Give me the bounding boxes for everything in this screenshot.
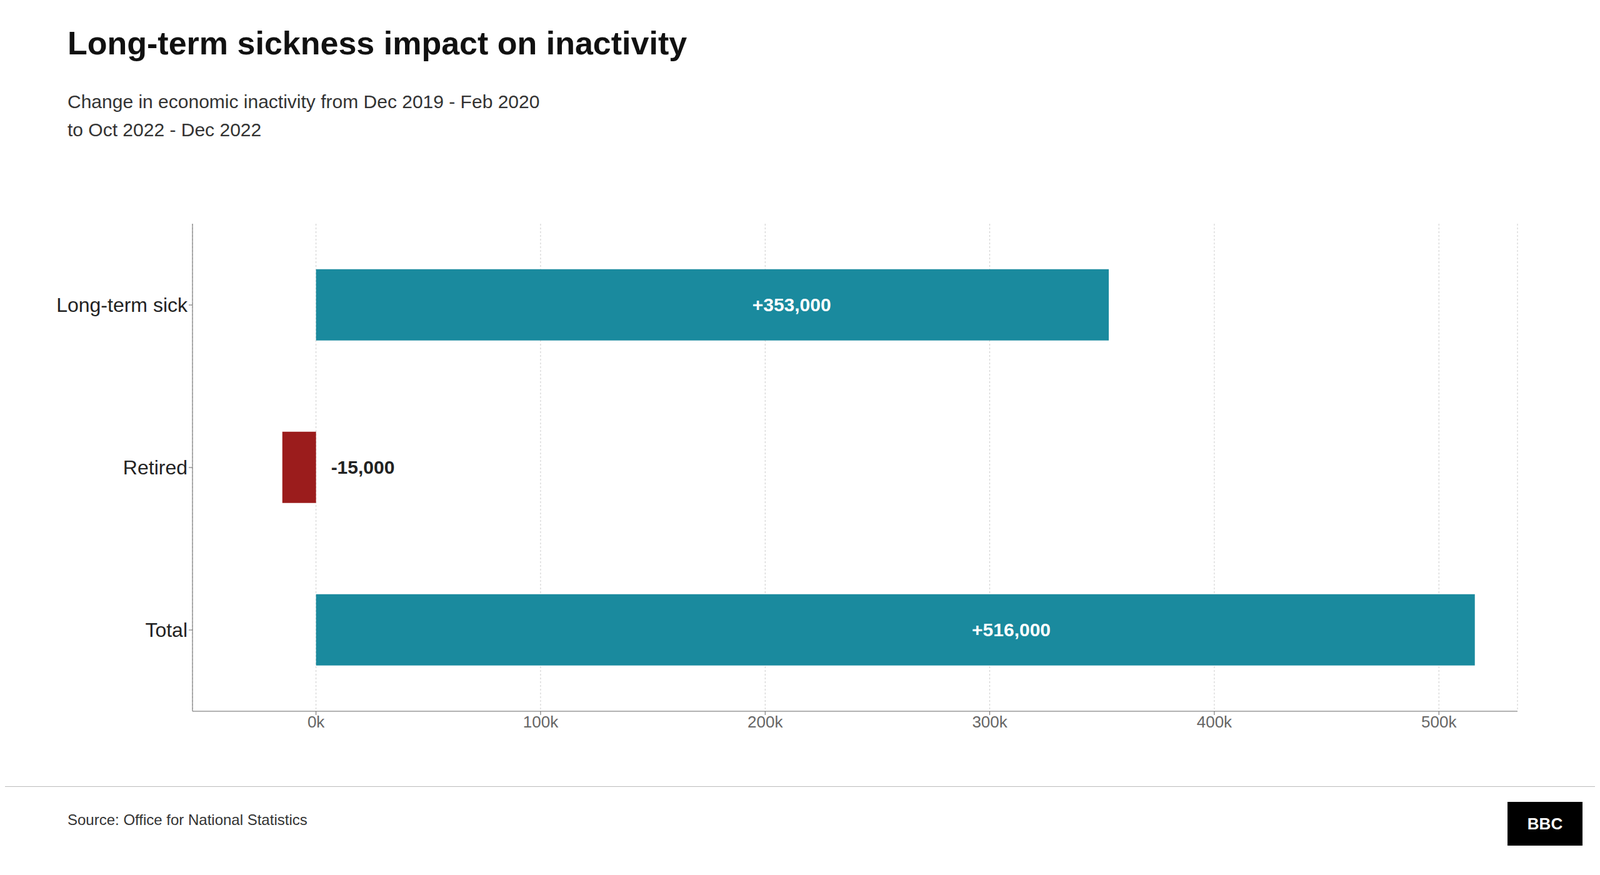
- svg-text:Total: Total: [145, 618, 188, 642]
- svg-text:-15,000: -15,000: [331, 456, 395, 478]
- svg-text:Retired: Retired: [123, 456, 188, 479]
- html-text:BBC: BBC: [1527, 814, 1563, 833]
- html-text:to Oct 2022 - Dec 2022: to Oct 2022 - Dec 2022: [67, 119, 262, 141]
- svg-text:Long-term sick: Long-term sick: [56, 293, 189, 317]
- svg-text:+516,000: +516,000: [971, 619, 1051, 640]
- svg-text:200k: 200k: [747, 712, 784, 732]
- svg-text:300k: 300k: [971, 712, 1008, 732]
- svg-text:0k: 0k: [307, 712, 325, 732]
- html-text:Change in economic inactivity: Change in economic inactivity from Dec 2…: [67, 91, 540, 113]
- svg-text:400k: 400k: [1196, 712, 1233, 732]
- html-text:Source: Office for National St: Source: Office for National Statistics: [67, 811, 308, 829]
- html-text:Long-term sickness impact on i: Long-term sickness impact on inactivity: [67, 25, 687, 62]
- svg-text:500k: 500k: [1421, 712, 1457, 732]
- svg-text:+353,000: +353,000: [752, 294, 832, 315]
- svg-text:100k: 100k: [523, 712, 559, 732]
